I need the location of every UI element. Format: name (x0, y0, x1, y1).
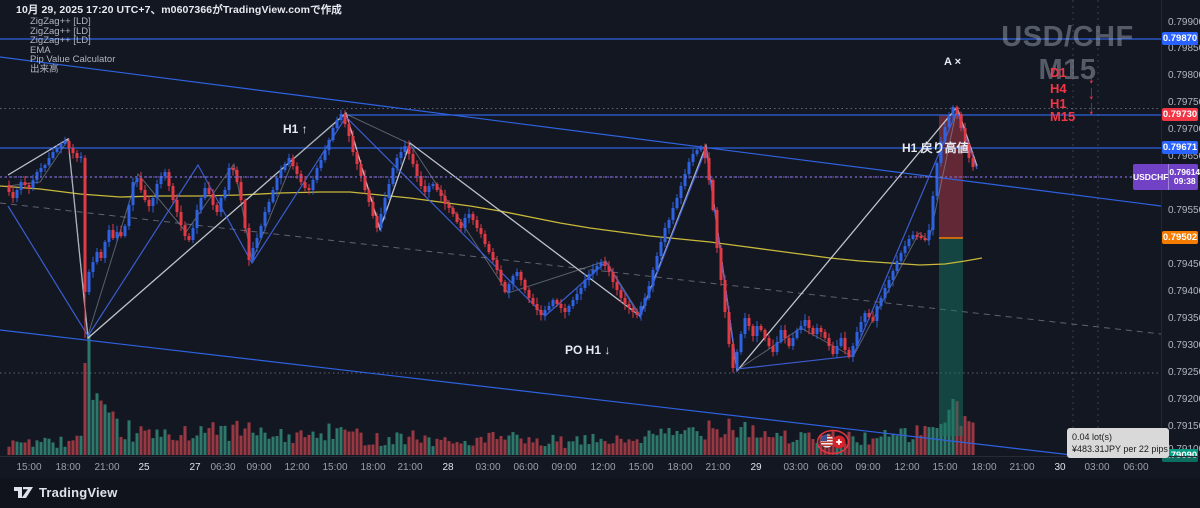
time-tick: 09:00 (855, 462, 881, 473)
time-tick: 06:00 (817, 462, 843, 473)
mtf-down-arrow-icon: ↓ (1088, 65, 1095, 88)
legend-item[interactable]: Pip Value Calculator (30, 54, 116, 66)
time-tick: 06:00 (513, 462, 539, 473)
time-tick: 28 (442, 462, 454, 473)
position-label[interactable]: A × (944, 56, 962, 68)
current-price-badge[interactable]: USDCHF 0.79614 09:38 (1133, 164, 1200, 190)
price-level-badge[interactable]: 0.79730 (1162, 108, 1198, 121)
time-tick: 29 (750, 462, 762, 473)
time-tick: 21:00 (1009, 462, 1035, 473)
tradingview-logo-text: TradingView (39, 485, 118, 500)
position-tooltip: 0.04 lot(s) ¥483.31JPY per 22 pips (1067, 428, 1169, 458)
legend-item[interactable]: EMA (30, 44, 51, 56)
annotation-h1-return-high[interactable]: H1 戻り高値 (902, 141, 969, 155)
tradingview-logo[interactable]: TradingView (13, 485, 118, 500)
time-tick: 15:00 (628, 462, 654, 473)
mtf-down-arrow-icon: ↓ (1088, 81, 1095, 104)
tooltip-risk: ¥483.31JPY per 22 pips (1072, 444, 1168, 454)
time-tick: 18:00 (971, 462, 997, 473)
mtf-label-m15[interactable]: M15 (1050, 109, 1076, 124)
time-tick: 25 (138, 462, 150, 473)
price-level-badge[interactable]: 0.79502 (1162, 231, 1198, 244)
price-level-badge[interactable]: 0.79090 (1162, 449, 1198, 462)
usdchf-flags-icon (816, 429, 850, 455)
time-tick: 06:00 (1123, 462, 1149, 473)
time-tick: 30 (1054, 462, 1066, 473)
mtf-down-arrow-icon: ↓ (1088, 96, 1095, 119)
legend-item[interactable]: ZigZag++ [LD] (30, 25, 91, 37)
current-price-symbol: USDCHF (1133, 164, 1170, 190)
time-tick: 27 (189, 462, 201, 473)
tooltip-lots: 0.04 lot(s) (1072, 432, 1113, 442)
bottom-band (0, 478, 1200, 508)
legend-item[interactable]: ZigZag++ [LD] (30, 16, 91, 27)
time-tick: 15:00 (932, 462, 958, 473)
legend-item[interactable]: 出来高 (30, 63, 59, 75)
time-tick: 21:00 (705, 462, 731, 473)
time-tick: 15:00 (16, 462, 42, 473)
price-level-badge[interactable]: 0.79870 (1162, 32, 1198, 45)
tradingview-logo-icon (14, 487, 33, 498)
time-tick: 09:00 (246, 462, 272, 473)
time-axis[interactable]: 15:00 18:00 21:00 25 27 06:30 09:00 12:00 15:00 1… (0, 456, 1200, 479)
time-tick: 18:00 (667, 462, 693, 473)
time-tick: 18:00 (360, 462, 386, 473)
annotation-h1-up[interactable]: H1 ↑ (283, 122, 308, 136)
time-tick: 15:00 (322, 462, 348, 473)
symbol-watermark: USD/CHF M15 (1001, 21, 1134, 86)
time-tick: 21:00 (397, 462, 423, 473)
mtf-label-h4[interactable]: H4 (1050, 81, 1067, 96)
bar-countdown: 09:38 (1173, 176, 1196, 186)
mtf-label-h1[interactable]: H1 (1050, 96, 1067, 111)
time-tick: 18:00 (55, 462, 81, 473)
time-tick: 03:00 (1084, 462, 1110, 473)
current-price-value: 0.79614 (1169, 167, 1200, 177)
annotation-po-h1-down[interactable]: PO H1 ↓ (565, 343, 611, 357)
time-tick: 06:30 (210, 462, 236, 473)
time-tick: 12:00 (590, 462, 616, 473)
chart-attribution: 10月 29, 2025 17:20 UTC+7、m0607366がTradin… (16, 4, 342, 16)
price-level-badge[interactable]: 0.79671 (1162, 141, 1198, 154)
time-tick: 09:00 (551, 462, 577, 473)
legend-item[interactable]: ZigZag++ [LD] (30, 35, 91, 47)
time-tick: 21:00 (94, 462, 120, 473)
mtf-label-d1[interactable]: D1 (1050, 65, 1067, 80)
indicator-legend: ZigZag++ [LD] ZigZag++ [LD] ZigZag++ [LD] E… (30, 17, 115, 75)
time-tick: 03:00 (783, 462, 809, 473)
time-tick: 03:00 (475, 462, 501, 473)
time-tick: 12:00 (284, 462, 310, 473)
time-tick: 12:00 (894, 462, 920, 473)
